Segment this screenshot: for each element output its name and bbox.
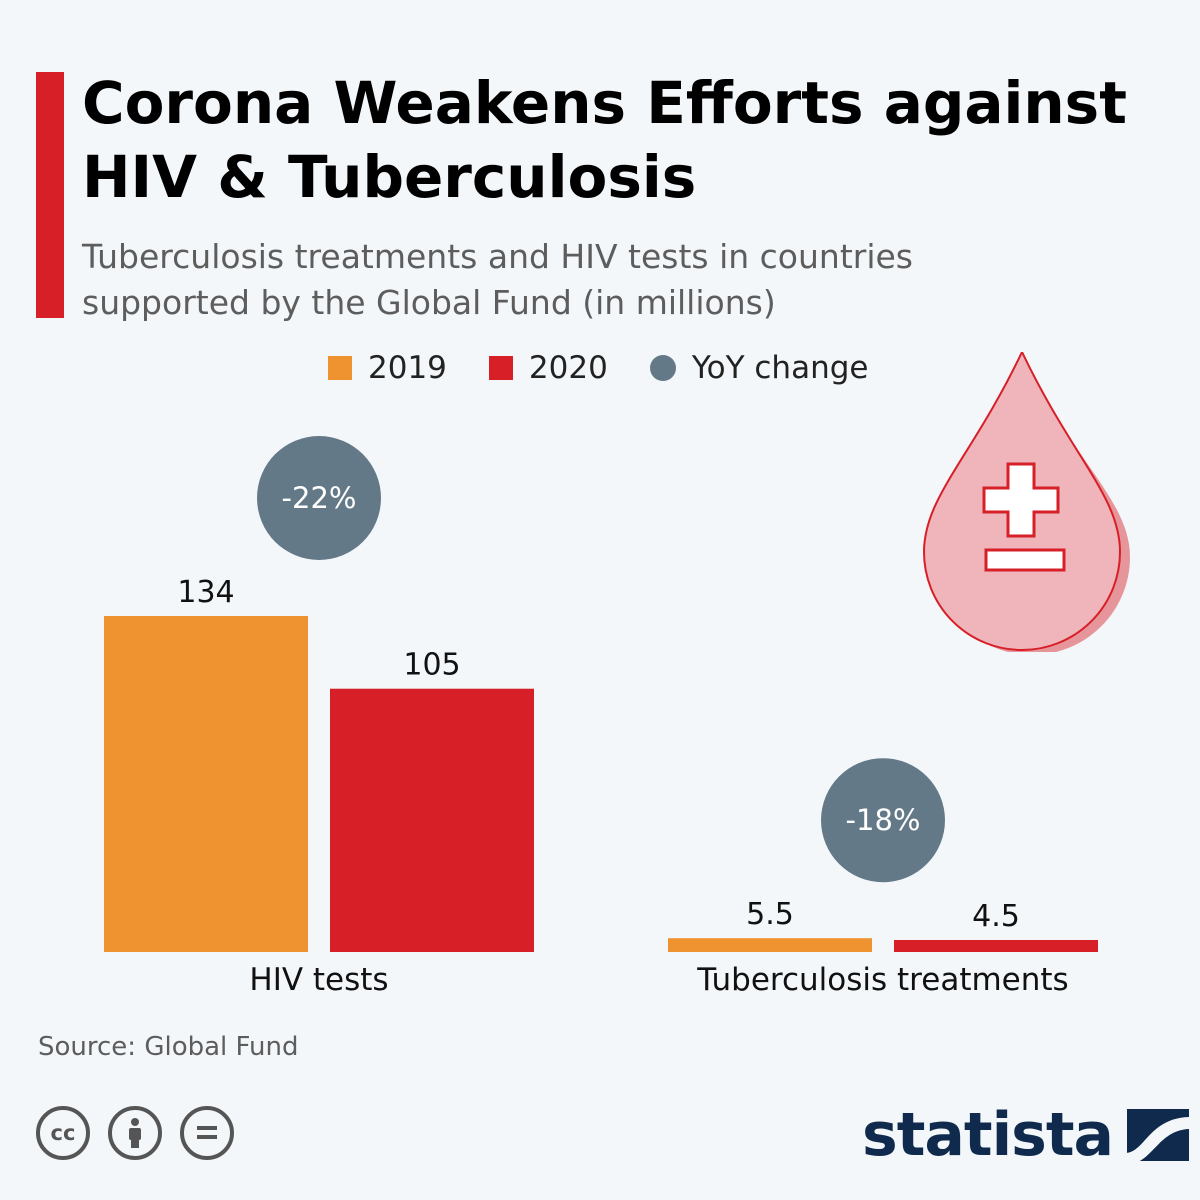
legend-item-2020: 2020 [488, 350, 608, 386]
bar-chart: 134 105 HIV tests -22% 5.5 4.5 Tuberculosis tr… [104, 436, 1098, 998]
legend: 2019 2020 YoY change [328, 346, 910, 390]
statista-logo[interactable]: statista [862, 1100, 1190, 1170]
chart-subtitle: Tuberculosis treatments and HIV tests in… [82, 237, 913, 322]
statista-wave-icon [1127, 1109, 1190, 1161]
cc-icon[interactable]: cc [36, 1106, 90, 1160]
data-label-hiv-tests-2019: 134 [177, 575, 234, 610]
yoy-bubble-tuberculosis-treatments [821, 758, 945, 883]
data-label-tuberculosis-treatments-2020: 4.5 [972, 899, 1020, 934]
legend-swatch-2019 [328, 356, 352, 380]
legend-label-2019: 2019 [368, 350, 447, 386]
category-label-tuberculosis-treatments: Tuberculosis treatments [696, 962, 1068, 998]
legend-item-yoy: YoY change [649, 350, 869, 386]
legend-item-2019: 2019 [328, 350, 447, 386]
category-label-hiv-tests: HIV tests [249, 962, 388, 998]
chart-title: Corona Weakens Efforts against HIV & Tub… [82, 69, 1127, 211]
bar-hiv-tests-2020 [330, 688, 534, 952]
bar-tuberculosis-treatments-2020 [894, 940, 1098, 952]
blood-drop-plus-minus-icon [922, 352, 1130, 652]
legend-swatch-yoy [649, 355, 676, 381]
attribution-icon[interactable] [108, 1106, 162, 1160]
yoy-bubble-hiv-tests [257, 436, 381, 560]
data-label-hiv-tests-2020: 105 [403, 648, 460, 683]
bar-tuberculosis-treatments-2019 [668, 938, 872, 952]
title-accent-bar [36, 72, 64, 318]
bar-hiv-tests-2019 [104, 616, 308, 952]
no-derivatives-icon[interactable] [180, 1106, 234, 1160]
yoy-label-tuberculosis-treatments: -18% [846, 803, 921, 837]
brand-name: statista [862, 1100, 1114, 1170]
license-icons: cc [36, 1106, 252, 1160]
legend-swatch-2020 [488, 356, 513, 380]
yoy-label-hiv-tests: -22% [282, 481, 357, 515]
legend-label-yoy: YoY change [691, 350, 869, 386]
data-label-tuberculosis-treatments-2019: 5.5 [746, 897, 794, 932]
legend-label-2020: 2020 [528, 350, 608, 386]
source-note: Source: Global Fund [38, 1032, 299, 1062]
